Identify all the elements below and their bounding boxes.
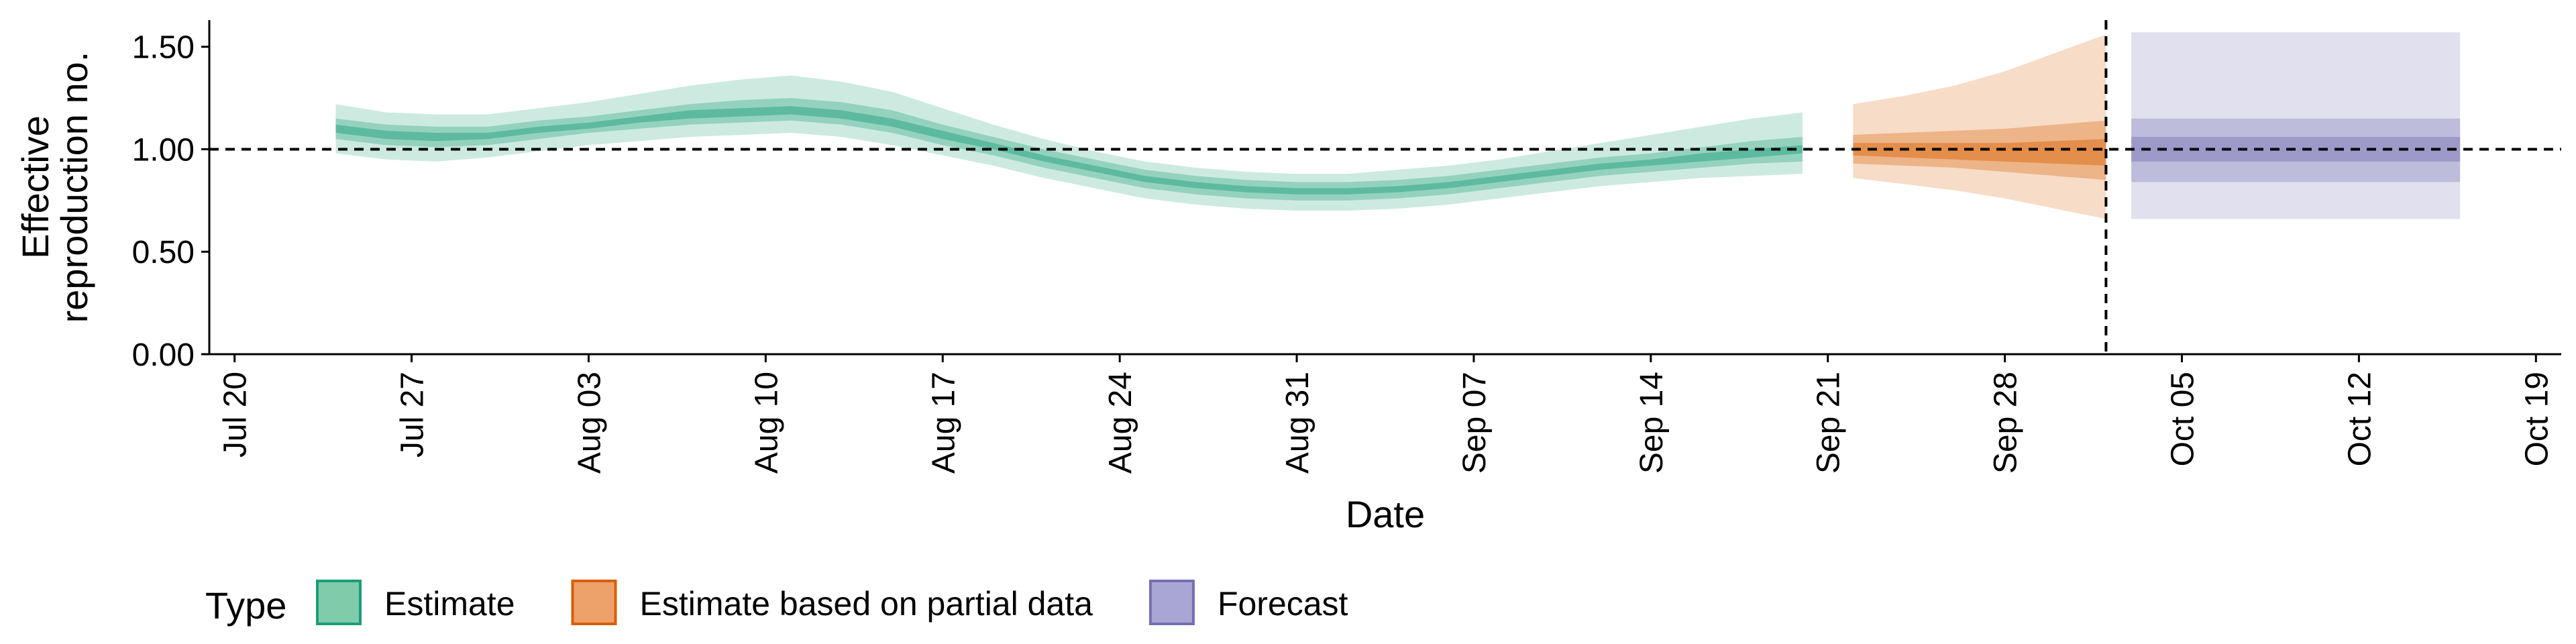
x-tick-label: Aug 24 [1103,372,1138,474]
legend: Type Estimate Estimate based on partial d… [205,580,1348,627]
y-tick-label: 1.50 [132,30,195,66]
legend-title: Type [205,584,286,627]
x-tick-label: Jul 27 [395,372,431,458]
band-forecast-50 [2131,118,2461,182]
x-tick-label: Aug 10 [749,372,784,474]
legend-label-estimate: Estimate [384,585,515,623]
x-tick-label: Aug 17 [926,372,961,474]
x-tick-label: Aug 31 [1280,372,1316,474]
band-estimate-based-on-partial-data-50 [1853,120,2106,180]
legend-swatch-forecast [1148,580,1195,625]
legend-label-estimate-based-on-partial-data: Estimate based on partial data [640,585,1093,623]
x-tick-label: Sep 28 [1988,372,2024,474]
x-tick-label: Sep 07 [1457,372,1493,474]
x-tick-label: Oct 05 [2165,372,2201,466]
uncertainty-bands [335,32,2461,219]
band-estimate-based-on-partial-data-20 [1853,139,2106,166]
y-tick-label: 0.00 [132,337,195,373]
x-tick-label: Oct 12 [2342,372,2377,466]
y-tick-label: 1.00 [132,132,195,168]
band-forecast-20 [2131,137,2461,162]
y-axis-label-line-2: reproduction no. [53,52,95,323]
legend-swatch-estimate [316,580,362,625]
x-tick-label: Sep 14 [1634,372,1670,474]
band-forecast-90 [2131,32,2461,219]
x-tick-label: Oct 19 [2519,372,2555,466]
band-estimate-90 [335,75,1803,211]
legend-label-forecast: Forecast [1218,585,1348,623]
y-axis-ticks: 0.00 0.50 1.00 1.50 [132,30,209,373]
y-tick-label: 0.50 [132,235,195,270]
legend-swatch-estimate-based-on-partial-data [571,580,617,625]
x-axis-ticks: Jul 20 Jul 27 Aug 03 Aug 10 Aug 17 Aug 24 Aug … [218,354,2555,474]
x-tick-label: Aug 03 [572,372,608,474]
y-axis-label-line-1: Effective [14,115,56,259]
x-axis-label: Date [1346,493,1425,535]
band-estimate-based-on-partial-data-90 [1853,34,2106,219]
x-tick-label: Sep 21 [1811,372,1847,474]
x-tick-label: Jul 20 [218,372,254,458]
band-estimate-50 [335,98,1803,201]
